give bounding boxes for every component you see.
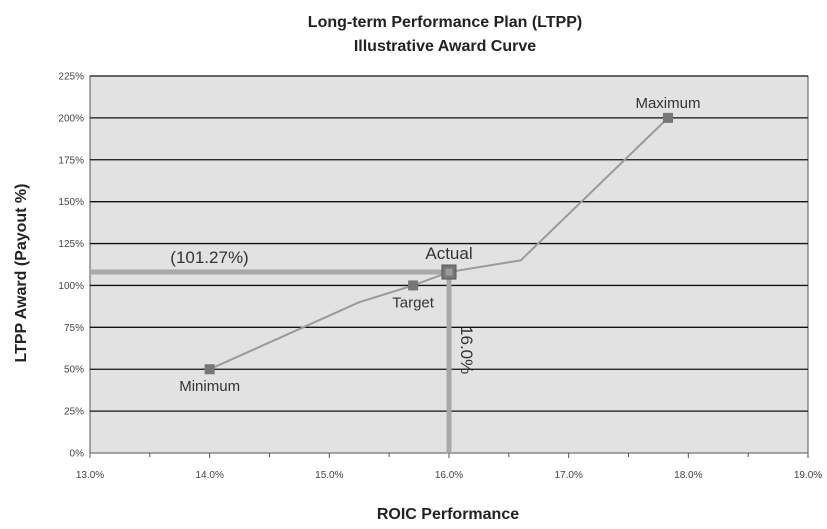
- chart-title: Long-term Performance Plan (LTPP): [308, 14, 582, 31]
- actual-label: Actual: [425, 244, 472, 263]
- minimum-marker: [204, 364, 215, 375]
- x-tick-label: 18.0%: [674, 470, 702, 481]
- x-tick-label: 15.0%: [315, 470, 343, 481]
- target-marker: [408, 280, 419, 291]
- x-tick-label: 17.0%: [554, 470, 582, 481]
- x-tick-label: 16.0%: [435, 470, 463, 481]
- x-axis-ticks: 13.0% 14.0% 15.0% 16.0% 17.0% 18.0% 19.0%: [76, 453, 822, 481]
- target-label: Target: [392, 294, 435, 311]
- y-axis-ticks: 0% 25% 50% 75% 100% 125% 150% 175% 200% 225%: [58, 72, 84, 460]
- chart-subtitle: Illustrative Award Curve: [354, 38, 536, 55]
- y-axis-label: LTPP Award (Payout %): [13, 184, 30, 363]
- x-axis-label: ROIC Performance: [377, 506, 519, 523]
- vertical-reference-label: 16.0%: [457, 326, 476, 374]
- y-tick-label: 125%: [58, 239, 84, 250]
- actual-marker-inner: [445, 268, 453, 276]
- y-tick-label: 225%: [58, 72, 84, 83]
- horizontal-reference-label: (101.27%): [170, 248, 248, 267]
- minimum-label: Minimum: [179, 378, 240, 395]
- series-line: [209, 117, 669, 371]
- y-tick-label: 0%: [70, 449, 85, 460]
- y-tick-label: 25%: [64, 407, 84, 418]
- y-tick-label: 150%: [58, 197, 84, 208]
- markers: Minimum Target Actual Maximum: [179, 95, 700, 395]
- maximum-label: Maximum: [635, 95, 700, 112]
- x-tick-label: 19.0%: [794, 470, 822, 481]
- y-tick-label: 75%: [64, 323, 84, 334]
- y-tick-label: 175%: [58, 155, 84, 166]
- maximum-marker: [662, 112, 673, 123]
- y-tick-label: 50%: [64, 365, 84, 376]
- x-tick-label: 13.0%: [76, 470, 104, 481]
- x-tick-label: 14.0%: [195, 470, 223, 481]
- reference-lines: (101.27%) 16.0%: [90, 248, 476, 453]
- y-tick-label: 200%: [58, 113, 84, 124]
- series-layer: [209, 117, 669, 371]
- y-tick-label: 100%: [58, 281, 84, 292]
